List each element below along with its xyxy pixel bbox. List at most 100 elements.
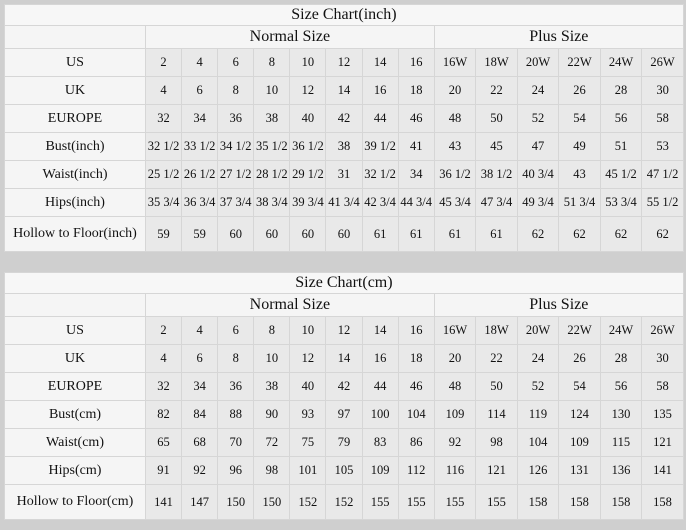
size-cell: 40 [289,372,327,401]
size-cell: 28 [599,344,643,373]
size-cell: 155 [397,484,435,520]
size-cell: 150 [253,484,291,520]
row-label: EUROPE [4,372,146,401]
size-cell: 101 [289,456,327,485]
table-row: Bust(cm) 82 84 88 90 93 97 100 104 109 114 119 124 13… [4,400,684,429]
size-cell: 62 [516,216,560,252]
size-cell: 136 [599,456,643,485]
size-cell: 16W [433,316,477,345]
size-cell: 26W [641,48,684,77]
size-cell: 121 [641,428,684,457]
size-cell: 20W [516,48,560,77]
size-cell: 14 [361,316,399,345]
size-cell: 59 [144,216,183,252]
size-cell: 4 [181,48,219,77]
size-cell: 28 [599,76,643,105]
size-cell: 8 [217,76,255,105]
size-cell: 62 [599,216,643,252]
size-cell: 10 [253,76,291,105]
size-cell: 56 [599,104,643,133]
size-cell: 61 [433,216,477,252]
group-normal-size: Normal Size [145,25,435,49]
size-cell: 60 [217,216,255,252]
size-cell: 24 [516,76,560,105]
size-cell: 91 [144,456,183,485]
size-cell: 46 [397,104,435,133]
size-cell: 26 1/2 [181,160,219,189]
size-cell: 4 [144,344,183,373]
size-cell: 20 [433,76,477,105]
size-cell: 130 [599,400,643,429]
size-cell: 98 [475,428,518,457]
size-cell: 36 1/2 [289,132,327,161]
size-cell: 26W [641,316,684,345]
size-cell: 61 [361,216,399,252]
size-cell: 10 [253,344,291,373]
size-cell: 20W [516,316,560,345]
size-cell: 42 [325,372,363,401]
size-cell: 27 1/2 [217,160,255,189]
size-cell: 68 [181,428,219,457]
size-cell: 26 [558,344,601,373]
size-cell: 49 3/4 [516,188,560,217]
size-cell: 42 [325,104,363,133]
size-cell: 124 [558,400,601,429]
table-row: Waist(cm) 65 68 70 72 75 79 83 86 92 98 104 109 115 12… [4,428,684,457]
row-label: Waist(cm) [4,428,146,457]
size-cell: 104 [397,400,435,429]
size-cell: 83 [361,428,399,457]
size-cell: 51 3/4 [558,188,601,217]
table-row: Bust(inch) 32 1/2 33 1/2 34 1/2 35 1/2 36 1/2… [4,132,684,161]
size-cell: 158 [516,484,560,520]
size-cell: 41 3/4 [325,188,363,217]
size-cell: 32 [144,104,183,133]
size-cell: 92 [433,428,477,457]
size-cell: 30 [641,76,684,105]
size-cell: 46 [397,372,435,401]
size-cell: 158 [641,484,684,520]
size-cell: 24W [599,48,643,77]
size-cell: 155 [475,484,518,520]
size-cell: 45 3/4 [433,188,477,217]
size-cell: 60 [325,216,363,252]
size-cell: 10 [289,316,327,345]
size-cell: 116 [433,456,477,485]
size-cell: 75 [289,428,327,457]
size-cell: 45 1/2 [599,160,643,189]
size-cell: 105 [325,456,363,485]
size-cell: 14 [325,76,363,105]
size-cell: 22 [475,344,518,373]
title-row: Size Chart(inch) [4,4,684,26]
size-cell: 29 1/2 [289,160,327,189]
size-cell: 93 [289,400,327,429]
size-cell: 18W [475,316,518,345]
size-cell: 6 [217,316,255,345]
size-cell: 8 [253,48,291,77]
size-cell: 34 [397,160,435,189]
size-cell: 158 [599,484,643,520]
size-cell: 6 [217,48,255,77]
size-cell: 53 [641,132,684,161]
size-cell: 40 [289,104,327,133]
size-cell: 28 1/2 [253,160,291,189]
size-cell: 42 3/4 [361,188,399,217]
size-cell: 34 [181,104,219,133]
table-row: EUROPE 32 34 36 38 40 42 44 46 48 50 52 54 56 58 [4,372,684,401]
size-chart-cm: Size Chart(cm) Normal Size Plus Size US 2 4 6 8… [4,272,684,520]
row-label: Hips(cm) [4,456,146,485]
size-cell: 38 3/4 [253,188,291,217]
size-cell: 150 [217,484,255,520]
size-cell: 109 [558,428,601,457]
size-cell: 49 [558,132,601,161]
size-cell: 2 [144,48,183,77]
size-cell: 12 [325,48,363,77]
size-cell: 14 [325,344,363,373]
size-cell: 39 1/2 [361,132,399,161]
size-cell: 47 1/2 [641,160,684,189]
table-row: Hips(cm) 91 92 96 98 101 105 109 112 116 121 126 131… [4,456,684,485]
blank-cell [4,25,146,49]
size-cell: 50 [475,104,518,133]
group-normal-size: Normal Size [145,293,435,317]
group-row: Normal Size Plus Size [4,293,684,317]
size-cell: 20 [433,344,477,373]
